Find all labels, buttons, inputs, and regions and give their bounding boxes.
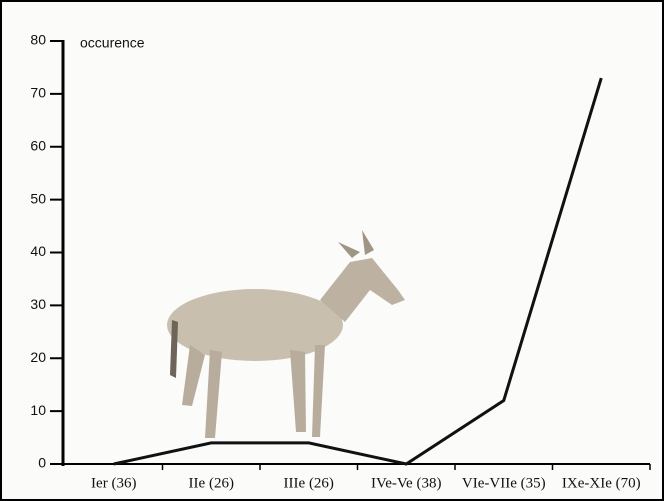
y-axis-label: occurence [80,35,145,51]
x-tick-label: VIe-VIIe (35) [462,475,546,491]
y-tick-label: 20 [30,349,46,365]
page: occurence 0 10 20 30 40 50 60 70 80 Ier (36) IIe (… [0,0,664,501]
x-tick-label: IVe-Ve (38) [371,475,441,491]
x-tick-label: Ier (36) [91,475,136,491]
y-tick-label: 10 [30,402,46,418]
y-tick-label: 40 [30,243,46,259]
x-tick-label: IXe-XIe (70) [562,475,641,491]
y-tick-label: 0 [38,455,46,471]
y-tick-label: 30 [30,296,46,312]
x-tick-label: IIIe (26) [284,475,334,491]
y-tick-label: 60 [30,137,46,153]
y-tick-label: 80 [30,32,46,48]
y-tick-label: 50 [30,190,46,206]
x-tick-label: IIe (26) [189,475,234,491]
y-tick-label: 70 [30,85,46,101]
chart: occurence 0 10 20 30 40 50 60 70 80 Ier (36) IIe (… [0,0,664,501]
frame [1,1,663,500]
